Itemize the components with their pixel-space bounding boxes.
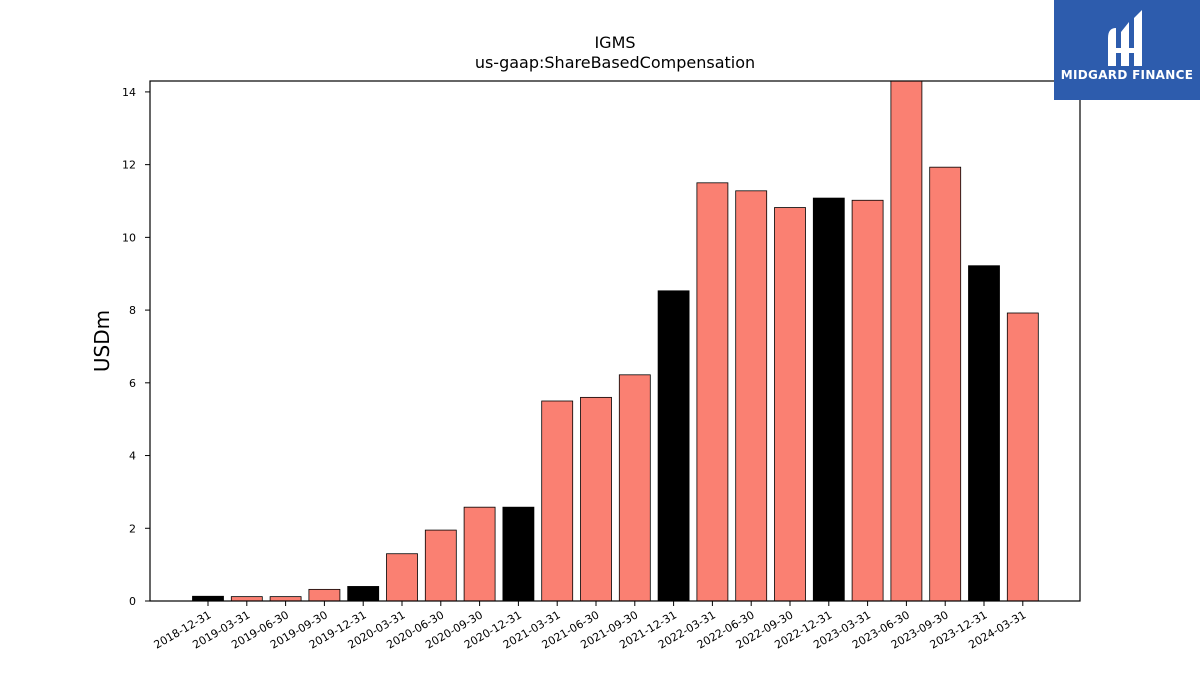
bar-2023-09-30: [929, 166, 962, 602]
y-tick-label: 14: [122, 86, 136, 99]
chart-title: IGMS: [594, 33, 635, 52]
y-axis-label: USDm: [90, 310, 114, 372]
plot-frame: [149, 80, 1081, 602]
bar-2021-09-30: [618, 374, 651, 602]
bar-2022-12-31: [812, 197, 845, 602]
y-tick-label: 8: [129, 304, 136, 317]
y-tick-label: 2: [129, 522, 136, 535]
y-axis-ticks: 0 2 4 6 8 10 12 14: [122, 86, 150, 608]
bar-2022-03-31: [696, 182, 729, 602]
chart-subtitle: us-gaap:ShareBasedCompensation: [475, 53, 755, 72]
bar-2019-03-31: [230, 596, 263, 602]
bar-2023-03-31: [851, 199, 884, 602]
y-tick-label: 6: [129, 377, 136, 390]
y-tick-label: 12: [122, 159, 136, 172]
bar-2019-06-30: [269, 596, 302, 602]
bar-2018-12-31: [192, 595, 224, 602]
bar-2022-06-30: [735, 190, 768, 602]
midgard-logo-icon: [1108, 10, 1142, 66]
logo-text: MIDGARD FINANCE: [1060, 68, 1194, 82]
bar-2021-03-31: [541, 400, 574, 602]
bar-2020-06-30: [424, 529, 457, 602]
bar-2019-09-30: [308, 588, 341, 602]
bar-2021-12-31: [657, 290, 690, 602]
y-tick-label: 10: [122, 231, 136, 244]
y-tick-label: 4: [129, 450, 136, 463]
bar-2020-03-31: [386, 553, 418, 602]
bar-2023-06-30: [890, 80, 923, 602]
bar-2024-03-31: [1006, 312, 1039, 602]
x-axis-ticks: 2018-12-312019-03-312019-06-302019-09-30…: [152, 601, 1028, 652]
logo: MIDGARD FINANCE: [1054, 0, 1200, 100]
bar-2021-06-30: [580, 396, 612, 602]
bar-2020-09-30: [463, 506, 496, 602]
y-tick-label: 0: [129, 595, 136, 608]
bar-2023-12-31: [968, 265, 1000, 602]
bars-group: [192, 80, 1039, 602]
bar-2020-12-31: [502, 506, 535, 602]
bar-2019-12-31: [347, 586, 380, 602]
bar-2022-09-30: [774, 207, 806, 602]
